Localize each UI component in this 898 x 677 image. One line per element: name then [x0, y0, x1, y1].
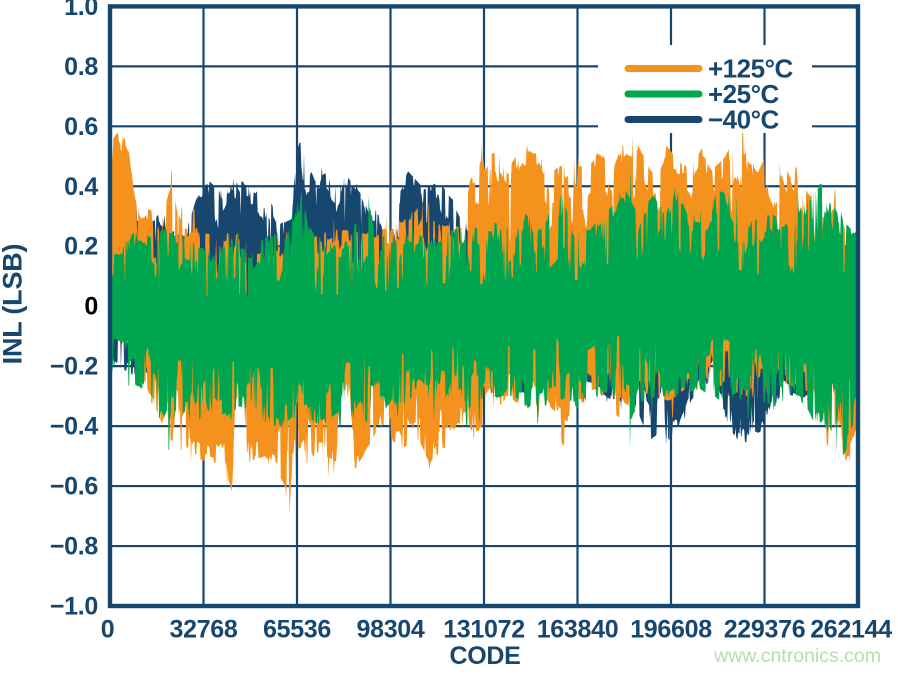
svg-text:163840: 163840	[537, 616, 619, 644]
svg-text:229376: 229376	[724, 616, 806, 644]
svg-text:−0.6: −0.6	[50, 473, 98, 501]
svg-text:0: 0	[84, 293, 98, 321]
svg-text:0.4: 0.4	[64, 173, 98, 201]
svg-text:CODE: CODE	[449, 642, 520, 670]
svg-text:www.cntronics.com: www.cntronics.com	[713, 645, 881, 667]
svg-text:196608: 196608	[630, 616, 712, 644]
svg-text:65536: 65536	[263, 616, 331, 644]
svg-text:−1.0: −1.0	[50, 593, 98, 621]
svg-text:−40°C: −40°C	[708, 105, 780, 135]
svg-text:INL (LSB): INL (LSB)	[0, 244, 28, 365]
svg-text:−0.8: −0.8	[50, 533, 99, 561]
svg-text:131072: 131072	[443, 616, 525, 644]
svg-text:1.0: 1.0	[64, 0, 98, 21]
svg-text:0.8: 0.8	[64, 53, 98, 81]
svg-text:−0.4: −0.4	[50, 413, 99, 441]
svg-text:+125°C: +125°C	[708, 54, 793, 84]
svg-text:−0.2: −0.2	[50, 353, 98, 381]
svg-text:262144: 262144	[810, 616, 892, 644]
svg-text:0.2: 0.2	[64, 233, 98, 261]
svg-text:32768: 32768	[169, 616, 237, 644]
svg-text:98304: 98304	[356, 616, 424, 644]
svg-text:0.6: 0.6	[64, 113, 98, 141]
svg-text:0: 0	[101, 616, 115, 644]
svg-text:+25°C: +25°C	[708, 79, 780, 109]
